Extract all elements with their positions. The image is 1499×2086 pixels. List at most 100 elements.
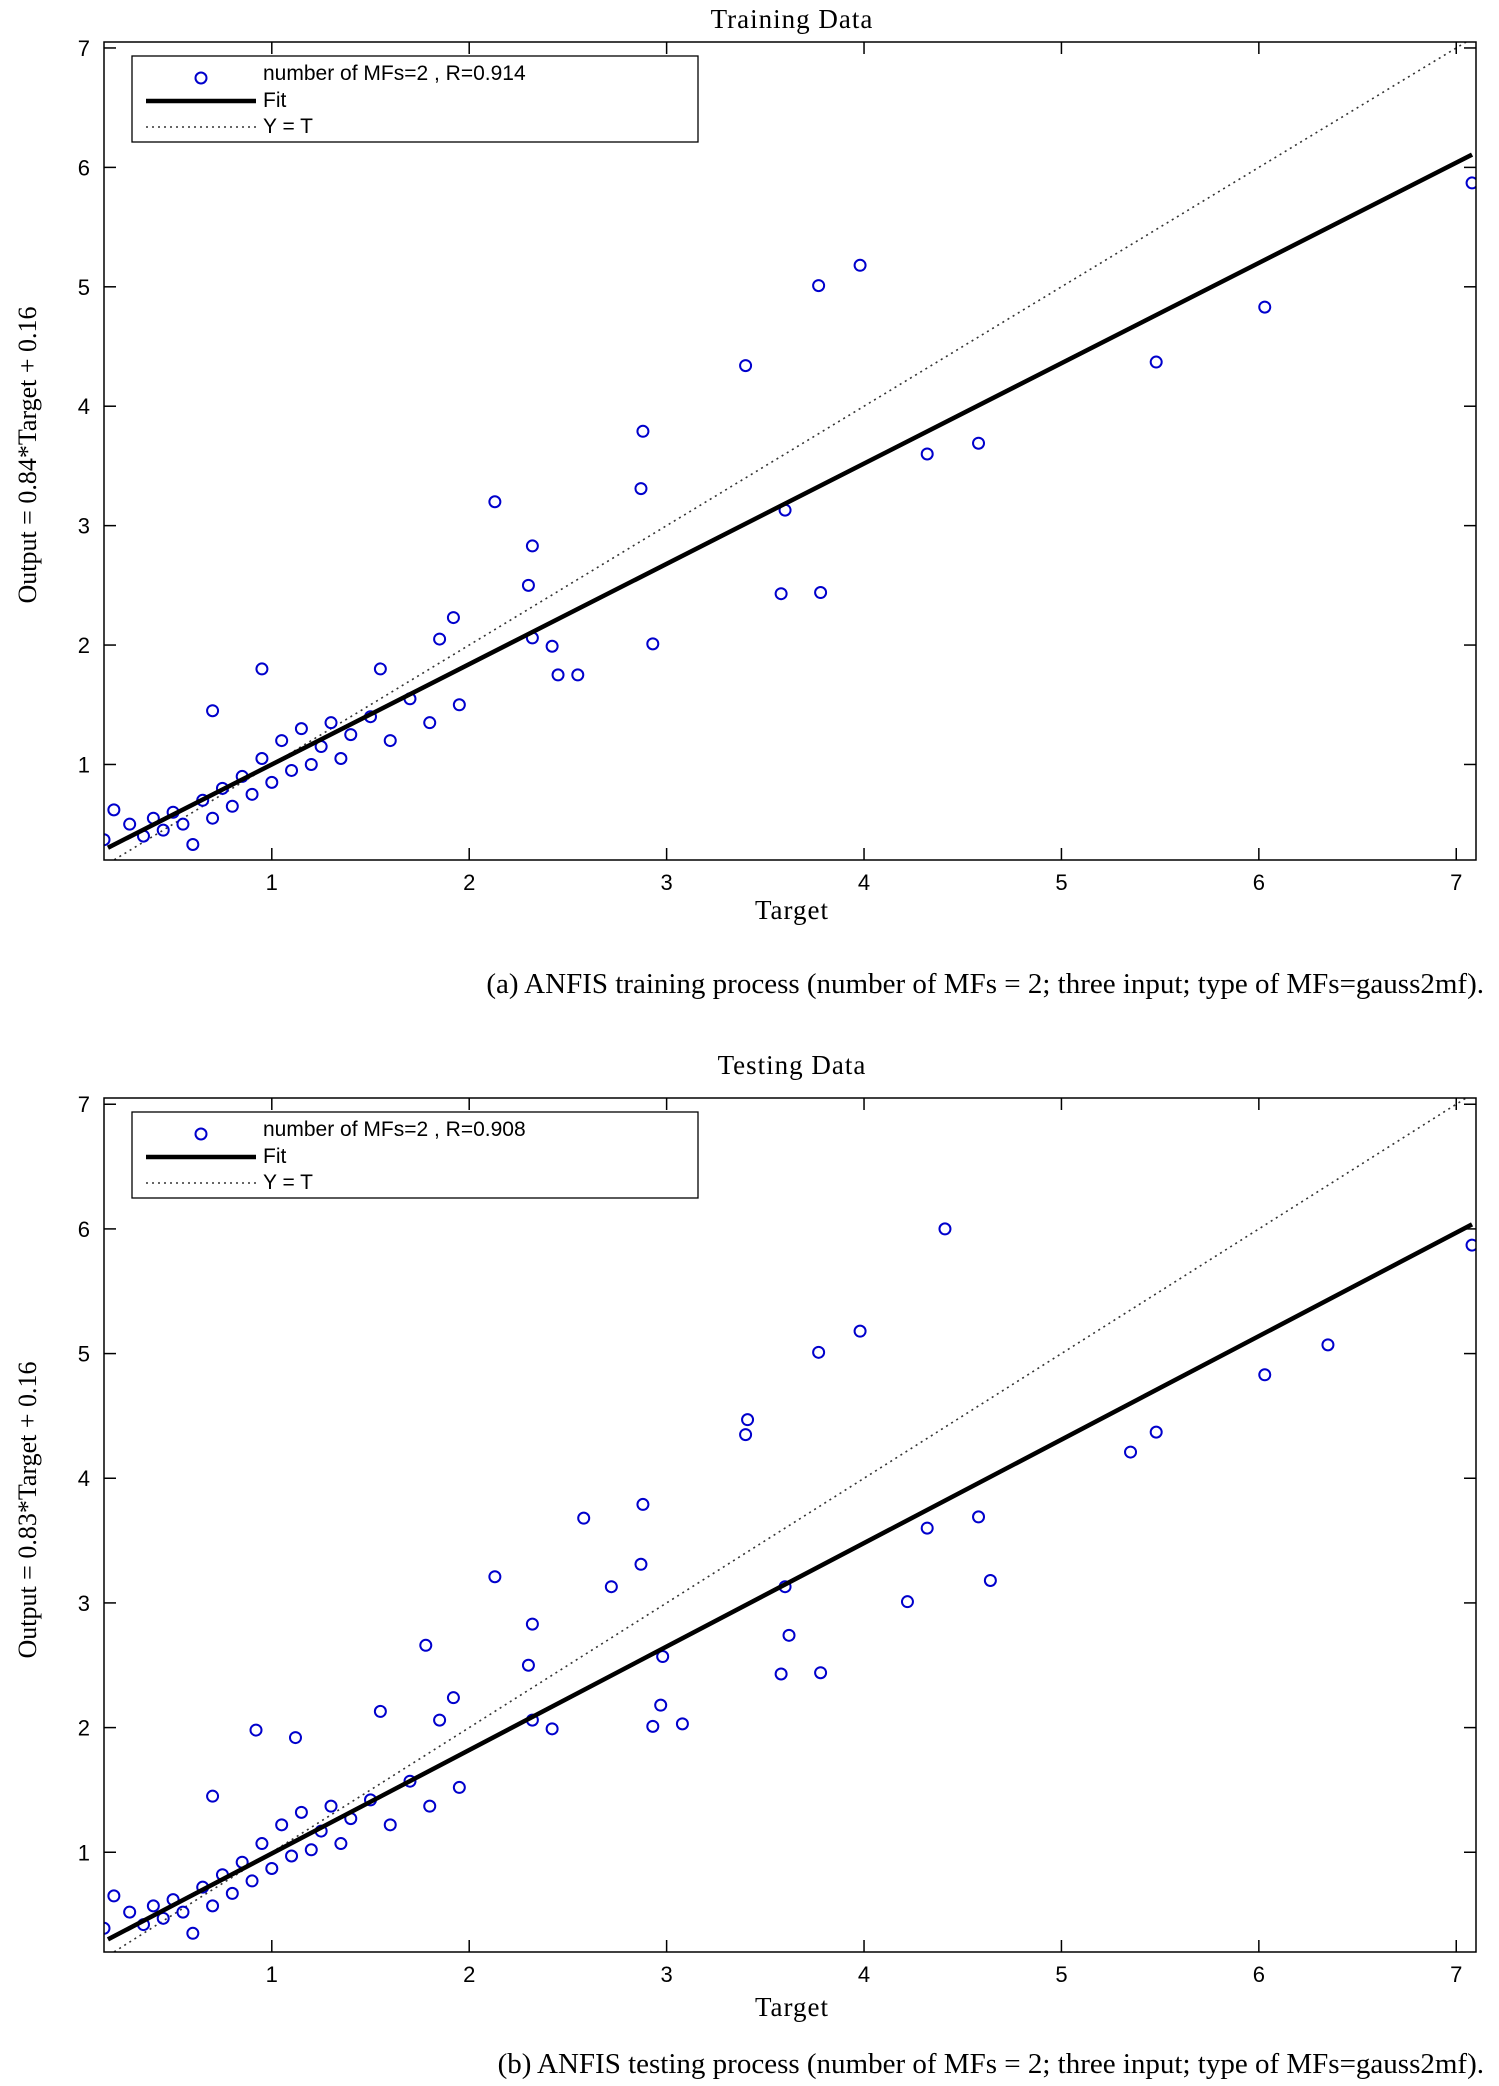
data-point xyxy=(571,668,585,682)
caption: (b) ANFIS testing process (number of MFs… xyxy=(498,2048,1484,2080)
chart-title: Training Data xyxy=(711,4,874,34)
data-point xyxy=(176,1905,190,1919)
data-point xyxy=(920,1521,934,1535)
data-point xyxy=(938,1222,952,1236)
data-point xyxy=(1124,1445,1138,1459)
data-point xyxy=(107,1889,121,1903)
data-point xyxy=(604,1580,618,1594)
data-point xyxy=(1465,176,1476,190)
x-tick-label: 3 xyxy=(660,1962,672,1987)
data-point xyxy=(545,639,559,653)
data-point xyxy=(176,817,190,831)
data-point xyxy=(521,578,535,592)
data-point xyxy=(419,1638,433,1652)
legend: number of MFs=2 , R=0.908 Fit Y = T xyxy=(131,1111,699,1199)
data-point xyxy=(900,1595,914,1609)
y-tick-label: 3 xyxy=(78,1591,90,1616)
identity-line xyxy=(112,42,1468,860)
legend: number of MFs=2 , R=0.914 Fit Y = T xyxy=(131,55,699,143)
data-point xyxy=(488,1570,502,1584)
data-point xyxy=(403,1774,417,1788)
legend-entry: number of MFs=2 , R=0.908 xyxy=(263,1118,526,1141)
data-point xyxy=(304,757,318,771)
x-axis-label: Target xyxy=(755,895,829,925)
data-point xyxy=(814,586,828,600)
data-point xyxy=(1258,300,1272,314)
data-point xyxy=(739,359,753,373)
plot-marks xyxy=(104,42,1476,860)
data-point xyxy=(249,1723,263,1737)
data-point xyxy=(646,637,660,651)
y-tick-label: 4 xyxy=(78,394,90,419)
data-point xyxy=(225,1886,239,1900)
data-point xyxy=(782,1628,796,1642)
y-tick-label: 4 xyxy=(78,1466,90,1491)
data-point xyxy=(294,1805,308,1819)
legend-marker xyxy=(194,71,208,85)
legend-entry: Fit xyxy=(263,1145,286,1168)
chart-title: Testing Data xyxy=(718,1050,867,1080)
data-point xyxy=(675,1717,689,1731)
x-tick-label: 4 xyxy=(858,1962,870,1987)
data-point xyxy=(334,1837,348,1851)
axes-frame xyxy=(103,41,1477,861)
data-point xyxy=(383,1818,397,1832)
data-point xyxy=(373,1704,387,1718)
data-point xyxy=(446,611,460,625)
x-tick-label: 4 xyxy=(858,870,870,895)
x-tick-label: 6 xyxy=(1253,870,1265,895)
data-point xyxy=(654,1698,668,1712)
y-tick-label: 6 xyxy=(78,1217,90,1242)
data-point xyxy=(104,1921,111,1935)
data-point xyxy=(294,722,308,736)
y-tick-label: 3 xyxy=(78,514,90,539)
data-point xyxy=(186,1926,200,1940)
identity-line xyxy=(112,1098,1468,1952)
data-point xyxy=(275,1818,289,1832)
x-tick-label: 7 xyxy=(1450,1962,1462,1987)
data-point xyxy=(525,539,539,553)
legend-entry: Y = T xyxy=(263,1171,313,1194)
data-point xyxy=(972,1510,986,1524)
data-point xyxy=(255,751,269,765)
x-tick-label: 6 xyxy=(1253,1962,1265,1987)
y-axis-label: Output = 0.84*Target + 0.16 xyxy=(13,306,42,603)
x-tick-label: 5 xyxy=(1055,870,1067,895)
data-point xyxy=(812,1345,826,1359)
data-point xyxy=(206,704,220,718)
data-point xyxy=(123,817,137,831)
data-point xyxy=(634,1557,648,1571)
data-point xyxy=(104,833,111,847)
data-point xyxy=(853,258,867,272)
data-point xyxy=(265,1861,279,1875)
data-point xyxy=(373,662,387,676)
x-tick-label: 1 xyxy=(266,870,278,895)
data-point xyxy=(920,447,934,461)
data-point xyxy=(1465,1238,1476,1252)
data-point xyxy=(344,728,358,742)
data-point xyxy=(577,1511,591,1525)
data-point xyxy=(423,716,437,730)
data-point xyxy=(739,1428,753,1442)
data-point xyxy=(446,1691,460,1705)
data-point xyxy=(636,1497,650,1511)
data-point xyxy=(636,424,650,438)
data-point xyxy=(983,1573,997,1587)
data-point xyxy=(245,1874,259,1888)
y-tick-label: 2 xyxy=(78,633,90,658)
x-tick-label: 5 xyxy=(1055,1962,1067,1987)
data-point xyxy=(275,734,289,748)
data-point xyxy=(812,279,826,293)
data-point xyxy=(334,751,348,765)
x-tick-label: 2 xyxy=(463,870,475,895)
data-point xyxy=(634,482,648,496)
data-point xyxy=(774,587,788,601)
panel-testing: Testing Data Output = 0.83*Target + 0.16… xyxy=(13,1050,1484,2080)
y-tick-label: 7 xyxy=(78,1092,90,1117)
y-tick-label: 2 xyxy=(78,1716,90,1741)
data-point xyxy=(206,1789,220,1803)
x-tick-label: 7 xyxy=(1450,870,1462,895)
data-point xyxy=(1149,355,1163,369)
data-point xyxy=(433,1713,447,1727)
data-point xyxy=(324,1799,338,1813)
